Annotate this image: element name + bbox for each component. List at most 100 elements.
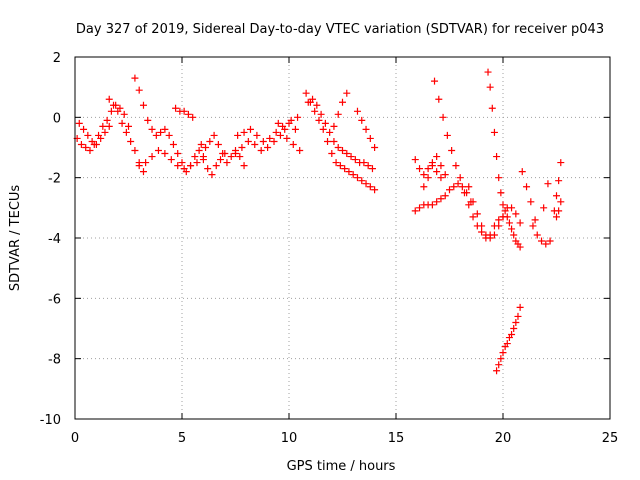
data-point (486, 83, 494, 91)
grid-lines (75, 57, 610, 419)
axis-ticks (74, 56, 611, 420)
data-point (154, 147, 162, 155)
x-tick-label: 0 (71, 431, 79, 446)
series-arc-3 (105, 95, 147, 176)
data-point (343, 89, 351, 97)
data-point (272, 128, 280, 136)
data-point (152, 131, 160, 139)
data-points (73, 68, 565, 375)
data-point (555, 207, 563, 215)
data-point (341, 165, 349, 173)
data-point (503, 213, 511, 221)
series-arc-4 (131, 74, 173, 139)
data-point (544, 180, 552, 188)
data-point (142, 159, 150, 167)
data-point (358, 177, 366, 185)
data-point (330, 137, 338, 145)
data-point (236, 153, 244, 161)
data-point (503, 340, 511, 348)
data-point (557, 159, 565, 167)
data-point (366, 134, 374, 142)
data-point (246, 125, 254, 133)
data-point (184, 110, 192, 118)
data-point (281, 125, 289, 133)
data-point (339, 98, 346, 106)
data-point (433, 153, 441, 161)
data-point (182, 168, 190, 176)
data-point (214, 140, 222, 148)
data-point (110, 101, 118, 109)
data-point (351, 156, 359, 164)
data-point (135, 162, 143, 170)
x-tick-label: 5 (178, 431, 186, 446)
data-point (131, 147, 139, 155)
data-point (510, 231, 518, 239)
data-point (456, 174, 464, 182)
y-tick-label: -4 (48, 232, 61, 247)
data-point (450, 183, 458, 191)
data-point (189, 113, 197, 121)
data-point (362, 180, 370, 188)
x-tick-labels: 0 5 10 15 20 25 (71, 431, 618, 446)
series-arc-16 (411, 180, 475, 215)
data-point (527, 198, 535, 206)
data-point (362, 125, 370, 133)
data-point (428, 201, 436, 209)
data-point (518, 168, 526, 176)
data-point (139, 168, 147, 176)
series-arc-11 (274, 113, 302, 133)
data-point (161, 150, 169, 158)
data-point (334, 144, 342, 151)
data-point (495, 361, 503, 369)
data-point (424, 165, 432, 173)
data-point (330, 122, 338, 130)
data-point (118, 119, 126, 127)
series-arc-20 (465, 183, 524, 242)
data-point (465, 183, 473, 191)
series-arc-6 (169, 140, 229, 179)
data-point (516, 219, 524, 227)
data-point (92, 140, 100, 148)
series-arc-21 (484, 68, 524, 251)
data-point (197, 140, 205, 148)
data-point (148, 125, 156, 133)
data-point (428, 162, 436, 170)
data-point (144, 116, 152, 124)
data-point (490, 231, 498, 239)
data-point (289, 140, 297, 148)
data-point (276, 131, 284, 139)
series-arc-13 (304, 95, 376, 173)
data-point (499, 349, 507, 357)
data-point (443, 131, 451, 139)
series-arc-22 (493, 303, 524, 375)
data-point (107, 107, 115, 115)
data-point (424, 174, 432, 182)
data-point (202, 144, 210, 151)
data-point (234, 131, 242, 139)
series-arc-15 (353, 107, 379, 151)
data-point (505, 219, 513, 227)
data-point (259, 137, 267, 145)
data-point (416, 204, 424, 212)
data-point (495, 222, 503, 230)
data-point (238, 144, 246, 151)
data-point (167, 156, 175, 164)
x-tick-label: 25 (602, 431, 619, 446)
x-tick-label: 20 (495, 431, 512, 446)
series-arc-12 (302, 89, 379, 194)
data-point (448, 147, 456, 155)
data-point (411, 207, 419, 215)
data-point (437, 174, 445, 182)
data-point (516, 303, 524, 311)
data-point (135, 86, 143, 94)
data-point (174, 150, 182, 158)
data-point (172, 104, 180, 112)
data-point (240, 128, 248, 136)
data-point (287, 116, 295, 124)
data-point (508, 331, 516, 339)
x-tick-label: 10 (281, 431, 298, 446)
data-point (343, 150, 351, 158)
data-point (366, 183, 374, 191)
data-point (531, 216, 539, 224)
data-point (420, 183, 428, 191)
